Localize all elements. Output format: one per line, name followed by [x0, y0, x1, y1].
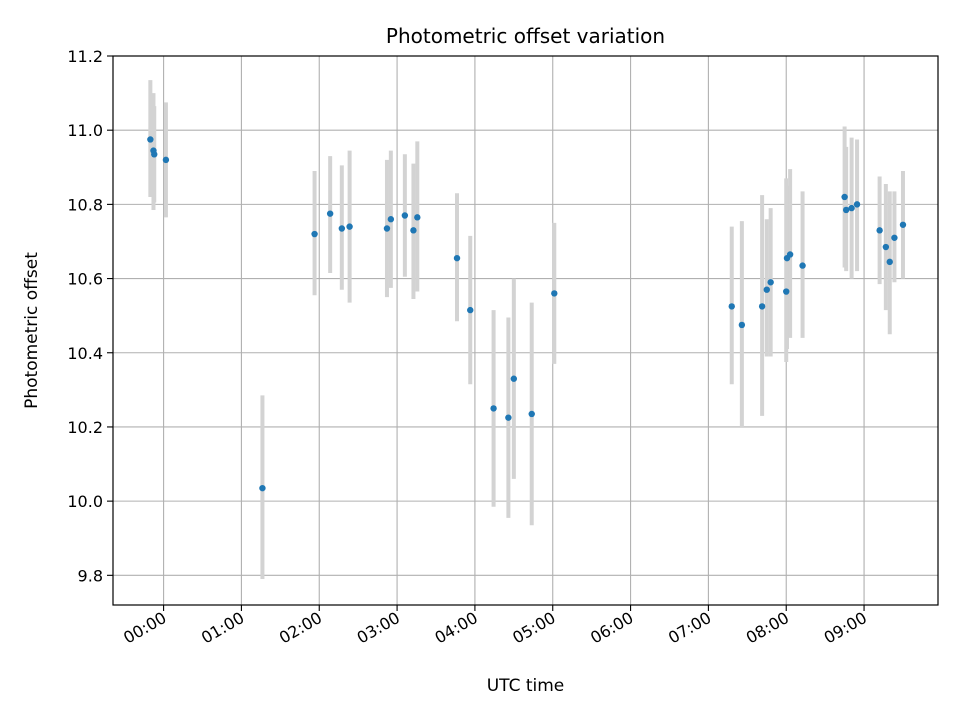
data-point — [490, 405, 497, 412]
data-point — [505, 414, 512, 421]
data-point — [162, 156, 170, 164]
data-point — [401, 212, 409, 219]
data-point — [876, 227, 883, 234]
data-point — [841, 193, 848, 201]
data-point — [410, 227, 417, 234]
data-point — [891, 234, 898, 241]
data-point — [551, 290, 558, 297]
y-tick-label: 10.0 — [67, 492, 103, 511]
data-point — [414, 214, 421, 221]
data-point — [467, 306, 474, 314]
data-point — [510, 375, 518, 382]
data-point — [848, 204, 855, 212]
data-point — [453, 254, 461, 262]
data-point — [259, 484, 266, 492]
y-tick-label: 10.6 — [67, 270, 103, 289]
data-point — [853, 201, 861, 208]
data-point — [326, 210, 334, 217]
chart-title: Photometric offset variation — [386, 24, 665, 48]
data-point — [799, 262, 806, 269]
data-point — [387, 216, 395, 223]
y-tick-label: 10.4 — [67, 344, 103, 363]
data-points — [147, 136, 907, 492]
y-tick-label: 9.8 — [78, 566, 103, 585]
y-tick-label: 10.2 — [67, 418, 103, 437]
data-point — [783, 288, 790, 295]
data-point — [842, 206, 850, 214]
data-point — [886, 258, 893, 266]
y-axis-title: Photometric offset — [22, 252, 42, 409]
data-point — [899, 221, 907, 228]
data-point — [882, 243, 890, 251]
data-point — [758, 303, 766, 310]
data-point — [311, 230, 318, 238]
data-point — [528, 410, 535, 418]
plot-area-frame — [112, 55, 939, 606]
data-point — [763, 286, 770, 293]
data-point — [383, 225, 391, 232]
y-tick-label: 11.2 — [67, 47, 103, 66]
x-axis-title: UTC time — [487, 676, 565, 696]
y-tick-label: 11.0 — [67, 121, 103, 140]
data-point — [738, 321, 746, 329]
data-point — [338, 225, 346, 232]
data-point — [346, 223, 353, 230]
y-tick-label: 10.8 — [67, 195, 103, 214]
data-point — [151, 151, 158, 158]
data-point — [147, 136, 154, 143]
y-axis-ticks: 9.8 10.0 10.2 10.4 10.6 10.8 11.0 11.2 — [67, 47, 113, 585]
data-point — [767, 279, 774, 286]
data-point — [728, 303, 735, 310]
data-point — [786, 251, 794, 258]
